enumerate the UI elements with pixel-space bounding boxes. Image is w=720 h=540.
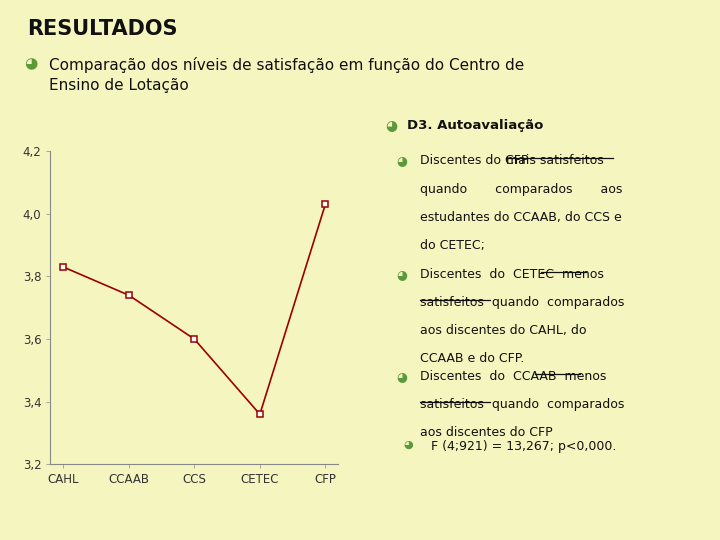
Text: Ensino de Lotação: Ensino de Lotação bbox=[49, 78, 189, 93]
Text: ◕: ◕ bbox=[24, 57, 37, 72]
Text: Comparação dos níveis de satisfação em função do Centro de: Comparação dos níveis de satisfação em f… bbox=[49, 57, 524, 73]
Text: ◕: ◕ bbox=[396, 154, 407, 167]
Text: ◕: ◕ bbox=[403, 440, 413, 450]
Text: aos discentes do CFP: aos discentes do CFP bbox=[420, 426, 552, 439]
Text: estudantes do CCAAB, do CCS e: estudantes do CCAAB, do CCS e bbox=[420, 211, 621, 224]
Text: ◕: ◕ bbox=[385, 119, 397, 133]
Text: quando       comparados       aos: quando comparados aos bbox=[420, 183, 622, 195]
Text: mais satisfeitos: mais satisfeitos bbox=[506, 154, 604, 167]
Text: RESULTADOS: RESULTADOS bbox=[27, 19, 178, 39]
Text: D3. Autoavaliação: D3. Autoavaliação bbox=[407, 119, 543, 132]
Text: satisfeitos  quando  comparados: satisfeitos quando comparados bbox=[420, 398, 624, 411]
Text: ◕: ◕ bbox=[396, 370, 407, 383]
Text: satisfeitos  quando  comparados: satisfeitos quando comparados bbox=[420, 296, 624, 309]
Text: ◕: ◕ bbox=[396, 268, 407, 281]
Text: do CETEC;: do CETEC; bbox=[420, 239, 485, 252]
Text: Discentes  do  CCAAB  menos: Discentes do CCAAB menos bbox=[420, 370, 606, 383]
Text: Discentes  do  CETEC  menos: Discentes do CETEC menos bbox=[420, 268, 603, 281]
Text: F (4;921) = 13,267; p<0,000.: F (4;921) = 13,267; p<0,000. bbox=[431, 440, 616, 453]
Text: Discentes do CFP: Discentes do CFP bbox=[420, 154, 532, 167]
Text: aos discentes do CAHL, do: aos discentes do CAHL, do bbox=[420, 324, 586, 337]
Text: CCAAB e do CFP.: CCAAB e do CFP. bbox=[420, 352, 524, 365]
